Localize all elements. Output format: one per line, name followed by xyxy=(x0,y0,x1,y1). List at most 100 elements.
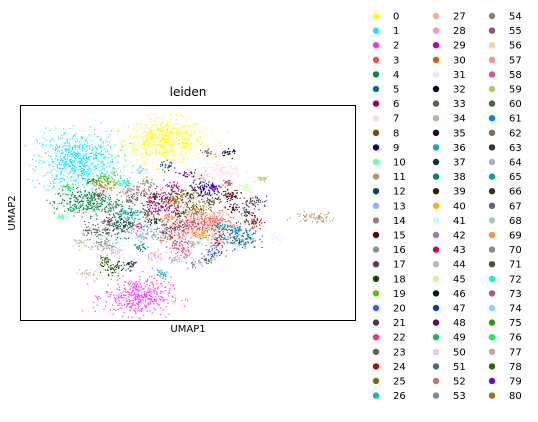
scatter-point xyxy=(76,208,78,210)
scatter-point xyxy=(147,201,149,203)
scatter-point xyxy=(145,295,148,297)
scatter-point xyxy=(243,243,245,245)
scatter-point xyxy=(251,221,253,223)
scatter-point xyxy=(187,140,189,142)
scatter-point xyxy=(100,155,102,157)
scatter-point xyxy=(142,189,144,192)
scatter-point xyxy=(253,246,255,248)
scatter-point xyxy=(146,147,148,149)
scatter-point xyxy=(72,169,74,171)
scatter-point xyxy=(203,220,205,223)
scatter-point xyxy=(186,222,188,224)
scatter-point xyxy=(137,161,139,163)
scatter-point xyxy=(69,210,71,212)
scatter-point xyxy=(116,224,118,227)
scatter-point xyxy=(203,188,205,190)
scatter-point xyxy=(185,143,187,145)
scatter-point xyxy=(187,201,189,203)
scatter-point xyxy=(184,210,187,212)
scatter-point xyxy=(176,197,178,199)
scatter-point xyxy=(105,245,107,247)
scatter-point xyxy=(179,135,181,137)
scatter-point xyxy=(247,233,250,236)
scatter-point xyxy=(166,208,168,210)
scatter-point xyxy=(164,235,167,237)
scatter-point xyxy=(153,255,155,257)
scatter-point xyxy=(204,169,206,172)
scatter-point xyxy=(80,193,82,196)
scatter-point xyxy=(85,183,87,186)
scatter-point xyxy=(46,199,48,201)
scatter-point xyxy=(231,242,234,244)
scatter-point xyxy=(228,171,230,174)
scatter-point xyxy=(139,279,141,281)
scatter-point xyxy=(112,203,114,205)
scatter-point xyxy=(70,179,72,182)
scatter-point xyxy=(213,256,215,258)
scatter-point xyxy=(80,273,82,275)
scatter-point xyxy=(207,163,210,166)
scatter-point xyxy=(146,307,148,309)
scatter-point xyxy=(154,194,156,196)
scatter-point xyxy=(174,245,176,247)
scatter-point xyxy=(211,255,214,257)
scatter-point xyxy=(112,213,114,215)
scatter-point xyxy=(183,137,186,139)
scatter-point xyxy=(132,287,134,289)
scatter-point xyxy=(219,254,221,257)
scatter-point xyxy=(200,222,202,224)
scatter-point xyxy=(170,138,172,140)
scatter-point xyxy=(167,238,169,240)
scatter-point xyxy=(134,297,136,300)
scatter-point xyxy=(107,162,109,164)
scatter-point xyxy=(242,207,244,209)
scatter-point xyxy=(153,277,155,279)
scatter-point xyxy=(143,190,145,192)
scatter-point xyxy=(157,132,159,134)
scatter-point xyxy=(187,232,189,234)
scatter-point xyxy=(129,177,131,179)
scatter-point xyxy=(155,187,157,189)
scatter-point xyxy=(110,219,112,221)
scatter-point xyxy=(137,246,139,248)
scatter-point xyxy=(220,217,222,219)
scatter-point xyxy=(206,249,208,251)
scatter-point xyxy=(71,192,73,194)
scatter-point xyxy=(140,300,142,302)
scatter-point xyxy=(255,201,257,203)
scatter-point xyxy=(116,242,118,244)
scatter-point xyxy=(198,227,200,229)
scatter-point xyxy=(139,218,141,220)
scatter-point xyxy=(193,220,195,222)
scatter-point xyxy=(97,136,99,138)
scatter-point xyxy=(148,208,150,210)
scatter-point xyxy=(138,317,140,319)
scatter-point xyxy=(317,216,319,218)
scatter-point xyxy=(264,177,266,179)
scatter-point xyxy=(89,193,91,196)
scatter-point xyxy=(230,197,232,199)
scatter-point xyxy=(187,214,189,216)
scatter-point xyxy=(135,295,137,297)
scatter-point xyxy=(62,161,64,164)
scatter-point xyxy=(135,281,137,283)
scatter-point xyxy=(163,130,165,132)
scatter-point xyxy=(131,295,133,297)
scatter-point xyxy=(211,217,214,219)
scatter-point xyxy=(246,233,248,236)
scatter-point xyxy=(109,269,112,271)
scatter-point xyxy=(100,180,102,182)
scatter-point xyxy=(244,245,246,247)
scatter-point xyxy=(93,274,95,276)
scatter-point xyxy=(94,192,96,195)
scatter-point xyxy=(126,189,128,191)
scatter-point xyxy=(98,237,100,239)
scatter-point xyxy=(130,161,132,163)
scatter-point xyxy=(159,299,161,301)
scatter-point xyxy=(225,255,227,257)
scatter-point xyxy=(182,157,184,159)
scatter-point xyxy=(258,177,260,179)
scatter-point xyxy=(161,198,163,200)
scatter-point xyxy=(212,132,214,134)
scatter-point xyxy=(193,215,195,217)
